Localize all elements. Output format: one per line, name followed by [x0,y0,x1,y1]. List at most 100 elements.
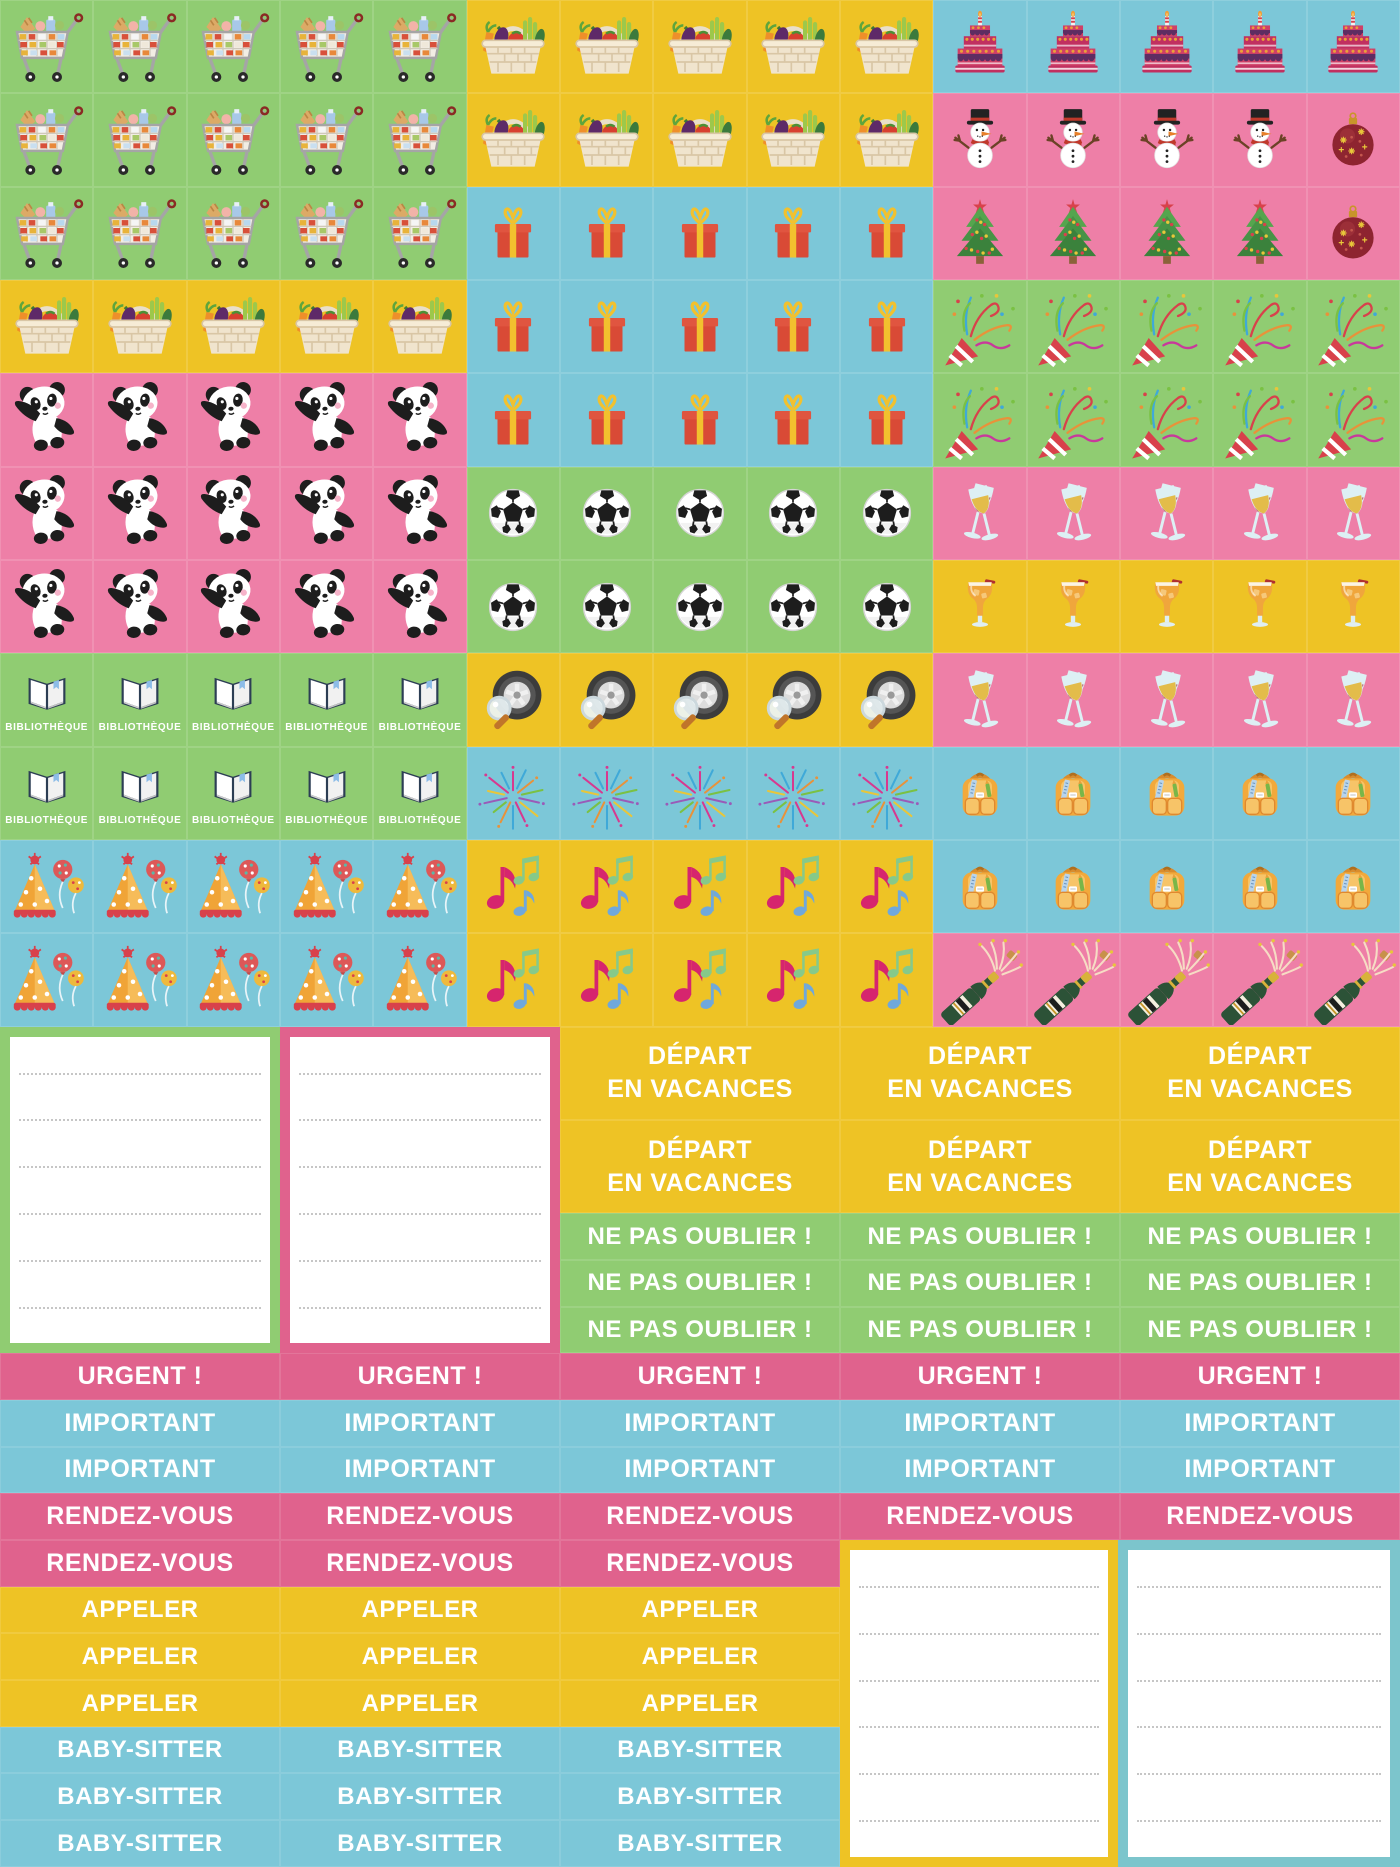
panda-sticker [93,467,186,560]
backpack-icon [1335,772,1371,816]
shopping-cart-sticker [373,0,466,93]
party-popper-sticker [1307,373,1400,466]
champagne-sticker [1120,933,1213,1026]
cocktail-sticker [1307,560,1400,653]
birthday-cake-icon [1048,10,1098,73]
important-sticker: IMPORTANT [1120,1447,1400,1494]
rendez-vous-full-label: RENDEZ-VOUS [606,1502,794,1531]
baby-sitter-sticker: BABY-SITTER [280,1727,560,1774]
party-popper-sticker [1027,280,1120,373]
backpack-icon [962,866,998,910]
panda-icon [387,475,448,545]
ne-pas-oublier-sticker: NE PAS OUBLIER ! [1120,1307,1400,1354]
panda-sticker [187,373,280,466]
backpack-icon [1242,866,1278,910]
soccer-ball-sticker [653,467,746,560]
important-sticker: IMPORTANT [0,1447,280,1494]
baby-sitter-sticker: BABY-SITTER [560,1820,840,1867]
vegetable-basket-icon [388,296,452,354]
party-hat-sticker [93,933,186,1026]
baby-sitter-label: BABY-SITTER [337,1736,503,1764]
urgent-label: URGENT ! [917,1362,1043,1391]
party-hat-sticker [187,840,280,933]
tire-sticker [840,653,933,746]
rendez-vous-short-label: RENDEZ-VOUS [606,1548,794,1577]
cocktail-sticker [1120,560,1213,653]
open-book-sticker: BIBLIOTHÈQUE [187,653,280,746]
music-notes-icon [860,948,913,1009]
snowman-icon [1233,109,1287,169]
shopping-cart-sticker [187,0,280,93]
champagne-sticker [1307,933,1400,1026]
party-popper-icon [1038,293,1109,367]
vegetable-basket-sticker [653,0,746,93]
vegetable-basket-sticker [840,93,933,186]
party-popper-icon [945,386,1015,461]
note-writing-area [1128,1550,1390,1857]
backpack-sticker [1120,747,1213,840]
appeler-label: APPELER [81,1689,199,1717]
cocktail-sticker [1213,560,1306,653]
note-dotted-line [299,1119,541,1122]
party-popper-icon [1131,386,1202,461]
christmas-trees-section [933,186,1400,280]
note-writing-area [850,1550,1108,1857]
tire-sticker [653,653,746,746]
shopping-cart-sticker [0,0,93,93]
music-notes-icon [673,948,727,1009]
shopping-cart-sticker [0,93,93,186]
wine-glasses-icon [1337,483,1372,541]
music-notes-section [466,840,934,1027]
wine-glasses-sticker [933,467,1026,560]
panda-sticker [280,373,373,466]
gift-icon [588,301,625,352]
vegetable-basket-icon [481,16,546,74]
appeler-label: APPELER [81,1642,199,1670]
music-notes-icon [487,854,540,916]
party-hat-icon [386,945,457,1011]
baby-sitter-label: BABY-SITTER [57,1783,223,1810]
party-popper-icon [1225,293,1295,367]
ne-pas-oublier-sticker: NE PAS OUBLIER ! [840,1213,1120,1260]
party-hat-sticker [373,933,466,1026]
important-label: IMPORTANT [904,1408,1056,1437]
rendez-vous-short-label: RENDEZ-VOUS [46,1548,234,1577]
birthday-cake-icon [1235,10,1285,73]
soccer-ball-sticker [560,560,653,653]
fireworks-sticker [653,747,746,840]
tire-icon [673,670,729,730]
depart-en-vacances-sticker: DÉPART EN VACANCES [1120,1027,1400,1120]
appeler-sticker: APPELER [280,1680,560,1727]
backpack-icon [1149,772,1184,816]
panda-sticker [373,560,466,653]
gift-sticker [467,187,560,280]
gift-sticker [653,280,746,373]
panda-sticker [373,373,466,466]
birthday-cake-sticker [1027,0,1120,93]
cocktail-icon [1154,578,1182,627]
appeler-label: APPELER [641,1689,759,1717]
party-popper-sticker [1213,280,1306,373]
vegetable-basket-sticker [0,280,93,373]
champagne-icon [1221,938,1303,1025]
open-book-icon [401,771,439,804]
music-notes-icon [673,854,727,916]
wine-glasses-icon [1337,670,1372,728]
depart-en-vacances-label: EN VACANCES [1167,1168,1353,1197]
pandas-section [0,373,467,654]
soccer-ball-icon [489,582,538,631]
depart-en-vacances-label: EN VACANCES [607,1075,793,1104]
gift-sticker [560,373,653,466]
soccer-ball-icon [769,582,818,631]
shopping-cart-sticker [280,93,373,186]
vegetable-basket-icon [14,296,79,354]
important-label: IMPORTANT [904,1455,1056,1484]
important-label: IMPORTANT [344,1455,496,1484]
note-writing-area [10,1036,270,1344]
open-book-icon [121,771,159,804]
depart-en-vacances-sticker: DÉPART EN VACANCES [560,1120,840,1213]
vegetable-basket-icon [294,296,359,354]
party-hat-icon [293,852,364,918]
shopping-cart-icon [15,12,83,82]
party-popper-icon [1318,293,1389,367]
